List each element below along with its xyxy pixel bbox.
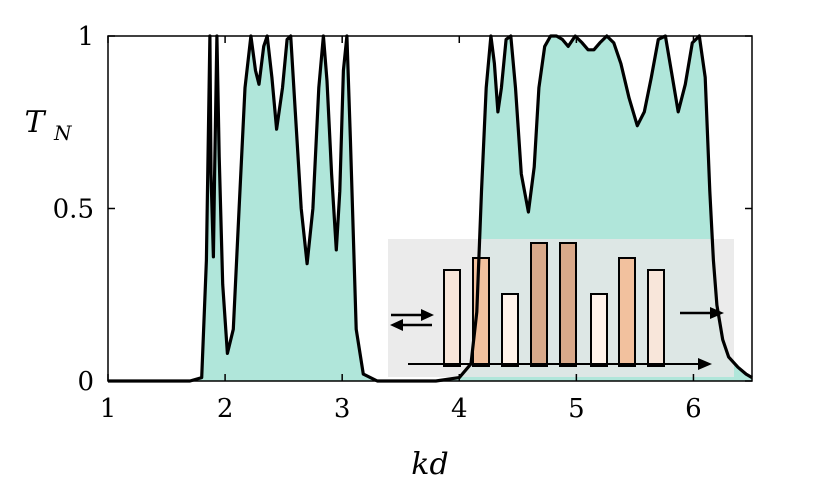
y-axis-label: T N xyxy=(24,105,73,145)
inset-layer-bar xyxy=(530,242,548,367)
x-tick-label: 3 xyxy=(334,394,351,424)
inset-layer-bar xyxy=(590,293,608,367)
x-axis-label: kd xyxy=(411,447,448,482)
transmission-curve xyxy=(108,34,753,383)
inset-schematic xyxy=(388,239,734,377)
x-tick-label: 1 xyxy=(100,394,117,424)
inset-layer-bar xyxy=(618,257,636,367)
inset-layer-bar xyxy=(559,242,577,367)
y-axis-ticks: 00.51 xyxy=(53,22,752,397)
inset-axis-arrowhead xyxy=(698,358,712,370)
inset-reflected-arrowhead xyxy=(390,319,403,331)
x-tick-label: 5 xyxy=(568,394,585,424)
y-tick-label: 0 xyxy=(77,367,94,397)
y-tick-label: 0.5 xyxy=(53,195,94,225)
series-curve xyxy=(108,34,753,383)
inset-layer-bar xyxy=(443,269,461,367)
x-tick-label: 4 xyxy=(451,394,468,424)
x-tick-label: 2 xyxy=(217,394,234,424)
y-axis-label-main: T xyxy=(24,105,46,140)
x-axis-ticks: 1 2 3 4 5 6 xyxy=(100,36,702,424)
y-axis-label-subscript: N xyxy=(53,121,73,145)
inset-incident-arrowhead xyxy=(421,309,434,321)
y-tick-label: 1 xyxy=(77,22,94,52)
inset-layer-bar xyxy=(647,269,665,367)
x-tick-label: 6 xyxy=(685,394,702,424)
inset-layer-bar xyxy=(501,293,519,367)
